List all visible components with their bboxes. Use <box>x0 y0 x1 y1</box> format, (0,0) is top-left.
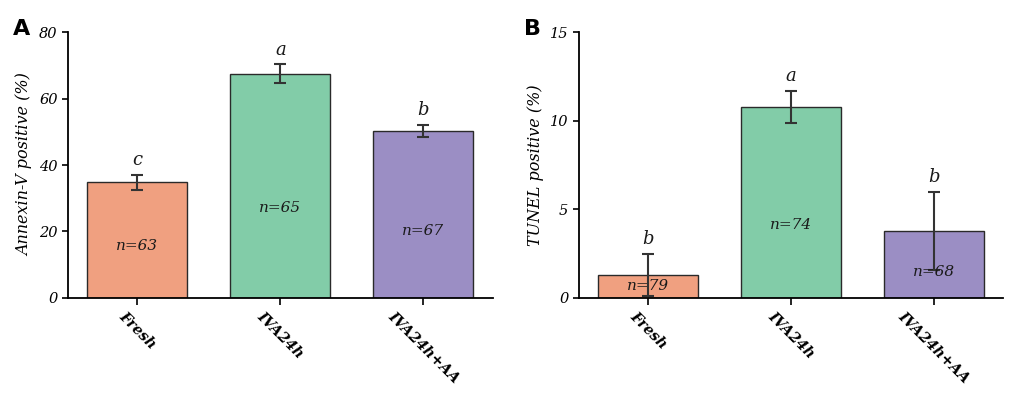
Text: n=74: n=74 <box>769 218 811 232</box>
Text: n=67: n=67 <box>401 224 444 238</box>
Bar <box>883 231 983 298</box>
Text: b: b <box>927 168 938 186</box>
Bar <box>373 131 473 298</box>
Text: n=63: n=63 <box>116 239 158 253</box>
Bar <box>230 74 330 298</box>
Text: B: B <box>523 19 540 39</box>
Text: A: A <box>13 19 31 39</box>
Text: c: c <box>132 151 143 169</box>
Text: n=65: n=65 <box>259 201 302 215</box>
Bar <box>597 275 697 298</box>
Y-axis label: Annexin-V positive (%): Annexin-V positive (%) <box>16 74 34 256</box>
Text: a: a <box>275 41 285 58</box>
Text: n=79: n=79 <box>627 279 668 293</box>
Text: n=68: n=68 <box>912 265 954 279</box>
Bar <box>88 182 187 298</box>
Text: b: b <box>642 230 653 248</box>
Y-axis label: TUNEL positive (%): TUNEL positive (%) <box>527 84 544 246</box>
Bar <box>741 106 841 298</box>
Text: b: b <box>417 101 429 119</box>
Text: a: a <box>785 67 796 85</box>
